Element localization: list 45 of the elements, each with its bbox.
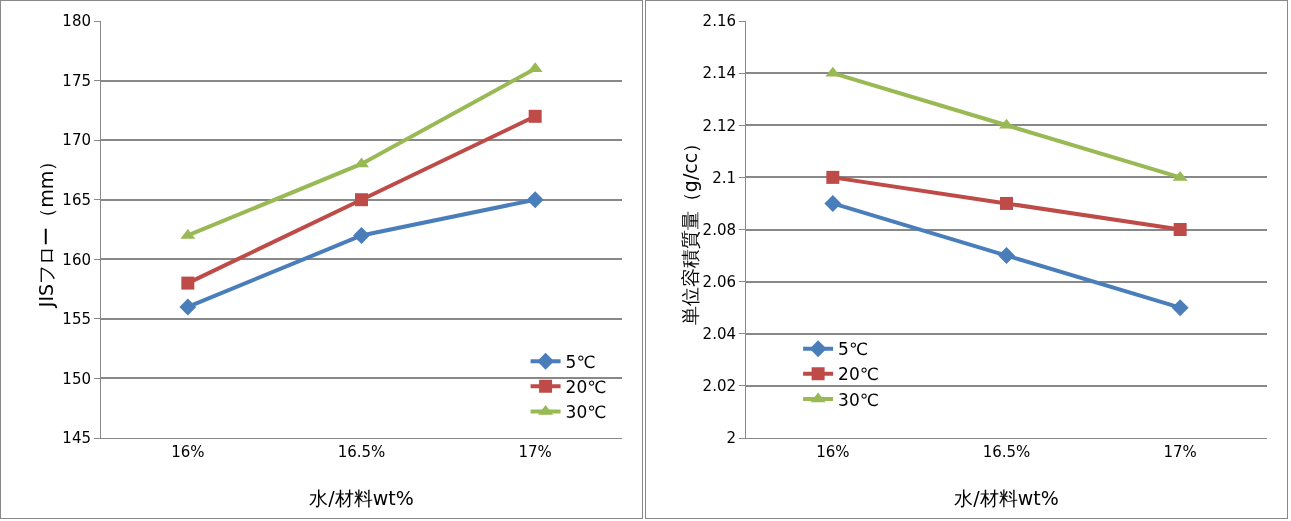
y-axis-title: JISフロー（mm）	[35, 151, 57, 309]
y-axis-title: 単位容積質量（g/cc）	[678, 133, 701, 326]
y-tick-label: 2.06	[702, 272, 736, 291]
y-tick-label: 2.02	[702, 377, 736, 396]
legend-label: 30℃	[565, 402, 607, 423]
y-tick-label: 2.12	[702, 116, 736, 135]
point	[528, 109, 542, 123]
point	[181, 276, 195, 290]
legend-label: 20℃	[565, 376, 607, 397]
point	[1171, 299, 1189, 317]
point	[355, 193, 368, 207]
legend-label: 5℃	[565, 351, 596, 372]
legend-label: 20℃	[838, 364, 879, 385]
legend-label: 30℃	[838, 389, 879, 410]
y-tick-label: 2.08	[702, 220, 736, 239]
y-tick-label: 2.04	[702, 325, 736, 343]
point	[826, 170, 840, 184]
x-tick-label: 16.5%	[982, 443, 1031, 461]
point	[1173, 223, 1187, 236]
x-tick-label: 16.5%	[337, 443, 386, 461]
y-tick-label: 2.1	[712, 168, 736, 187]
y-tick-label: 145	[62, 429, 91, 448]
legend-label: 5℃	[838, 339, 869, 360]
x-axis-title: 水/材料wt%	[954, 487, 1059, 509]
y-tick-label: 160	[62, 250, 91, 269]
point	[526, 191, 544, 209]
x-axis-title: 水/材料wt%	[309, 487, 414, 509]
x-tick-label: 16%	[171, 443, 205, 461]
x-tick-label: 17%	[518, 443, 552, 461]
y-tick-label: 150	[62, 369, 91, 388]
y-tick-label: 155	[62, 310, 91, 329]
x-tick-label: 17%	[1163, 443, 1197, 461]
y-tick-label: 2	[726, 429, 736, 448]
point	[353, 227, 370, 244]
y-tick-label: 2.16	[702, 12, 736, 31]
point	[998, 247, 1015, 265]
y-tick-label: 2.14	[702, 64, 736, 83]
y-tick-label: 180	[62, 12, 91, 31]
point	[824, 194, 842, 212]
x-tick-label: 16%	[816, 443, 850, 461]
y-tick-label: 170	[62, 131, 91, 150]
point	[179, 298, 197, 316]
point	[1000, 196, 1013, 210]
y-tick-label: 175	[62, 71, 91, 90]
y-tick-label: 165	[62, 190, 91, 209]
